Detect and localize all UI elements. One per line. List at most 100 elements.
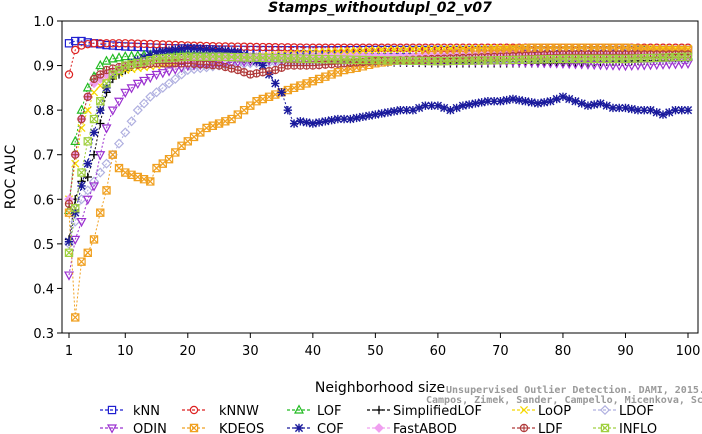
series-line <box>68 53 689 211</box>
data-point <box>252 69 261 78</box>
data-point <box>271 43 280 52</box>
data-point <box>346 46 355 55</box>
data-point <box>171 45 180 54</box>
legend-item-kdeos: KDEOS <box>182 422 264 434</box>
data-point <box>283 43 293 52</box>
series-line <box>68 53 688 204</box>
data-point <box>283 105 293 115</box>
data-point <box>408 43 418 52</box>
data-point <box>221 46 230 55</box>
data-point <box>383 108 393 117</box>
data-point <box>658 110 668 119</box>
data-point <box>377 109 386 118</box>
legend-item-knnw: kNNW <box>182 404 259 419</box>
data-point <box>252 42 261 52</box>
data-point <box>240 68 248 76</box>
data-point <box>421 43 430 52</box>
data-point <box>571 97 580 106</box>
data-point <box>246 70 255 79</box>
data-point <box>114 52 125 62</box>
data-point <box>477 98 486 107</box>
data-point <box>63 238 75 249</box>
data-point <box>665 108 674 117</box>
legend-item-knn: kNN <box>100 404 160 419</box>
y-tick-label: 0.4 <box>33 282 54 297</box>
data-point <box>64 237 74 246</box>
y-tick-label: 1.0 <box>33 15 54 30</box>
data-point <box>189 43 199 53</box>
data-point <box>246 42 255 52</box>
data-point <box>671 105 680 115</box>
legend-marker <box>189 405 199 415</box>
data-point <box>63 271 75 281</box>
data-point <box>640 105 649 115</box>
data-point <box>157 69 168 79</box>
legend-label: kNNW <box>219 404 259 419</box>
data-point <box>590 100 599 109</box>
data-point <box>164 67 175 77</box>
series-line <box>68 47 689 200</box>
legend-marker <box>599 404 611 416</box>
data-point <box>452 103 461 113</box>
data-point <box>308 119 318 128</box>
data-point <box>427 101 436 110</box>
legend-marker <box>293 404 305 414</box>
watermark-line-1: Unsupervised Outlier Detection. DAMI, 20… <box>446 384 702 396</box>
data-point <box>533 99 543 108</box>
data-point <box>264 42 274 52</box>
legend-label: COF <box>317 422 344 434</box>
data-point <box>146 177 155 186</box>
data-point <box>365 46 374 55</box>
data-point <box>102 79 111 88</box>
data-point <box>314 118 324 127</box>
legend-label: LOF <box>317 404 342 419</box>
legend-item-inflo: INFLO <box>593 422 657 434</box>
data-point <box>83 137 92 146</box>
data-point <box>89 182 100 192</box>
data-point <box>677 105 686 115</box>
x-tick-label: 100 <box>676 344 701 359</box>
legend-item-fastabod: FastABOD <box>367 422 457 434</box>
data-point <box>608 103 618 113</box>
legend-item-ldf: LDF <box>512 422 563 434</box>
data-point <box>302 43 311 52</box>
data-point <box>146 50 155 60</box>
data-point <box>82 82 93 92</box>
data-point <box>439 43 449 52</box>
series-ldof <box>63 53 694 249</box>
data-point <box>446 105 455 115</box>
data-point <box>107 106 118 116</box>
data-point <box>171 148 180 157</box>
data-point <box>95 59 106 70</box>
data-point <box>132 79 143 90</box>
data-point <box>139 76 150 87</box>
data-point <box>83 159 92 168</box>
data-point <box>234 66 242 74</box>
data-point <box>70 235 81 246</box>
data-point <box>602 101 611 110</box>
legend-label: kNN <box>133 404 160 419</box>
legend-label: INFLO <box>619 422 657 434</box>
data-point <box>83 39 92 49</box>
data-point <box>71 204 80 213</box>
data-point <box>577 99 586 108</box>
data-point <box>196 44 205 53</box>
data-point <box>277 43 286 52</box>
data-point <box>101 124 112 134</box>
data-point <box>358 46 367 55</box>
data-point <box>71 159 80 168</box>
x-tick-label: 1 <box>65 344 73 359</box>
data-point <box>464 100 474 109</box>
data-point <box>389 107 399 116</box>
data-point <box>683 52 693 61</box>
data-point <box>96 39 105 48</box>
data-point <box>89 88 99 97</box>
legend-label: LDF <box>538 422 563 434</box>
data-point <box>145 73 156 84</box>
x-axis: 1 10 20 30 40 50 60 70 80 90 100 <box>65 333 701 359</box>
data-point <box>546 97 555 106</box>
data-point <box>77 168 86 177</box>
data-point <box>121 39 130 48</box>
data-point <box>95 151 106 161</box>
data-point <box>133 39 142 48</box>
